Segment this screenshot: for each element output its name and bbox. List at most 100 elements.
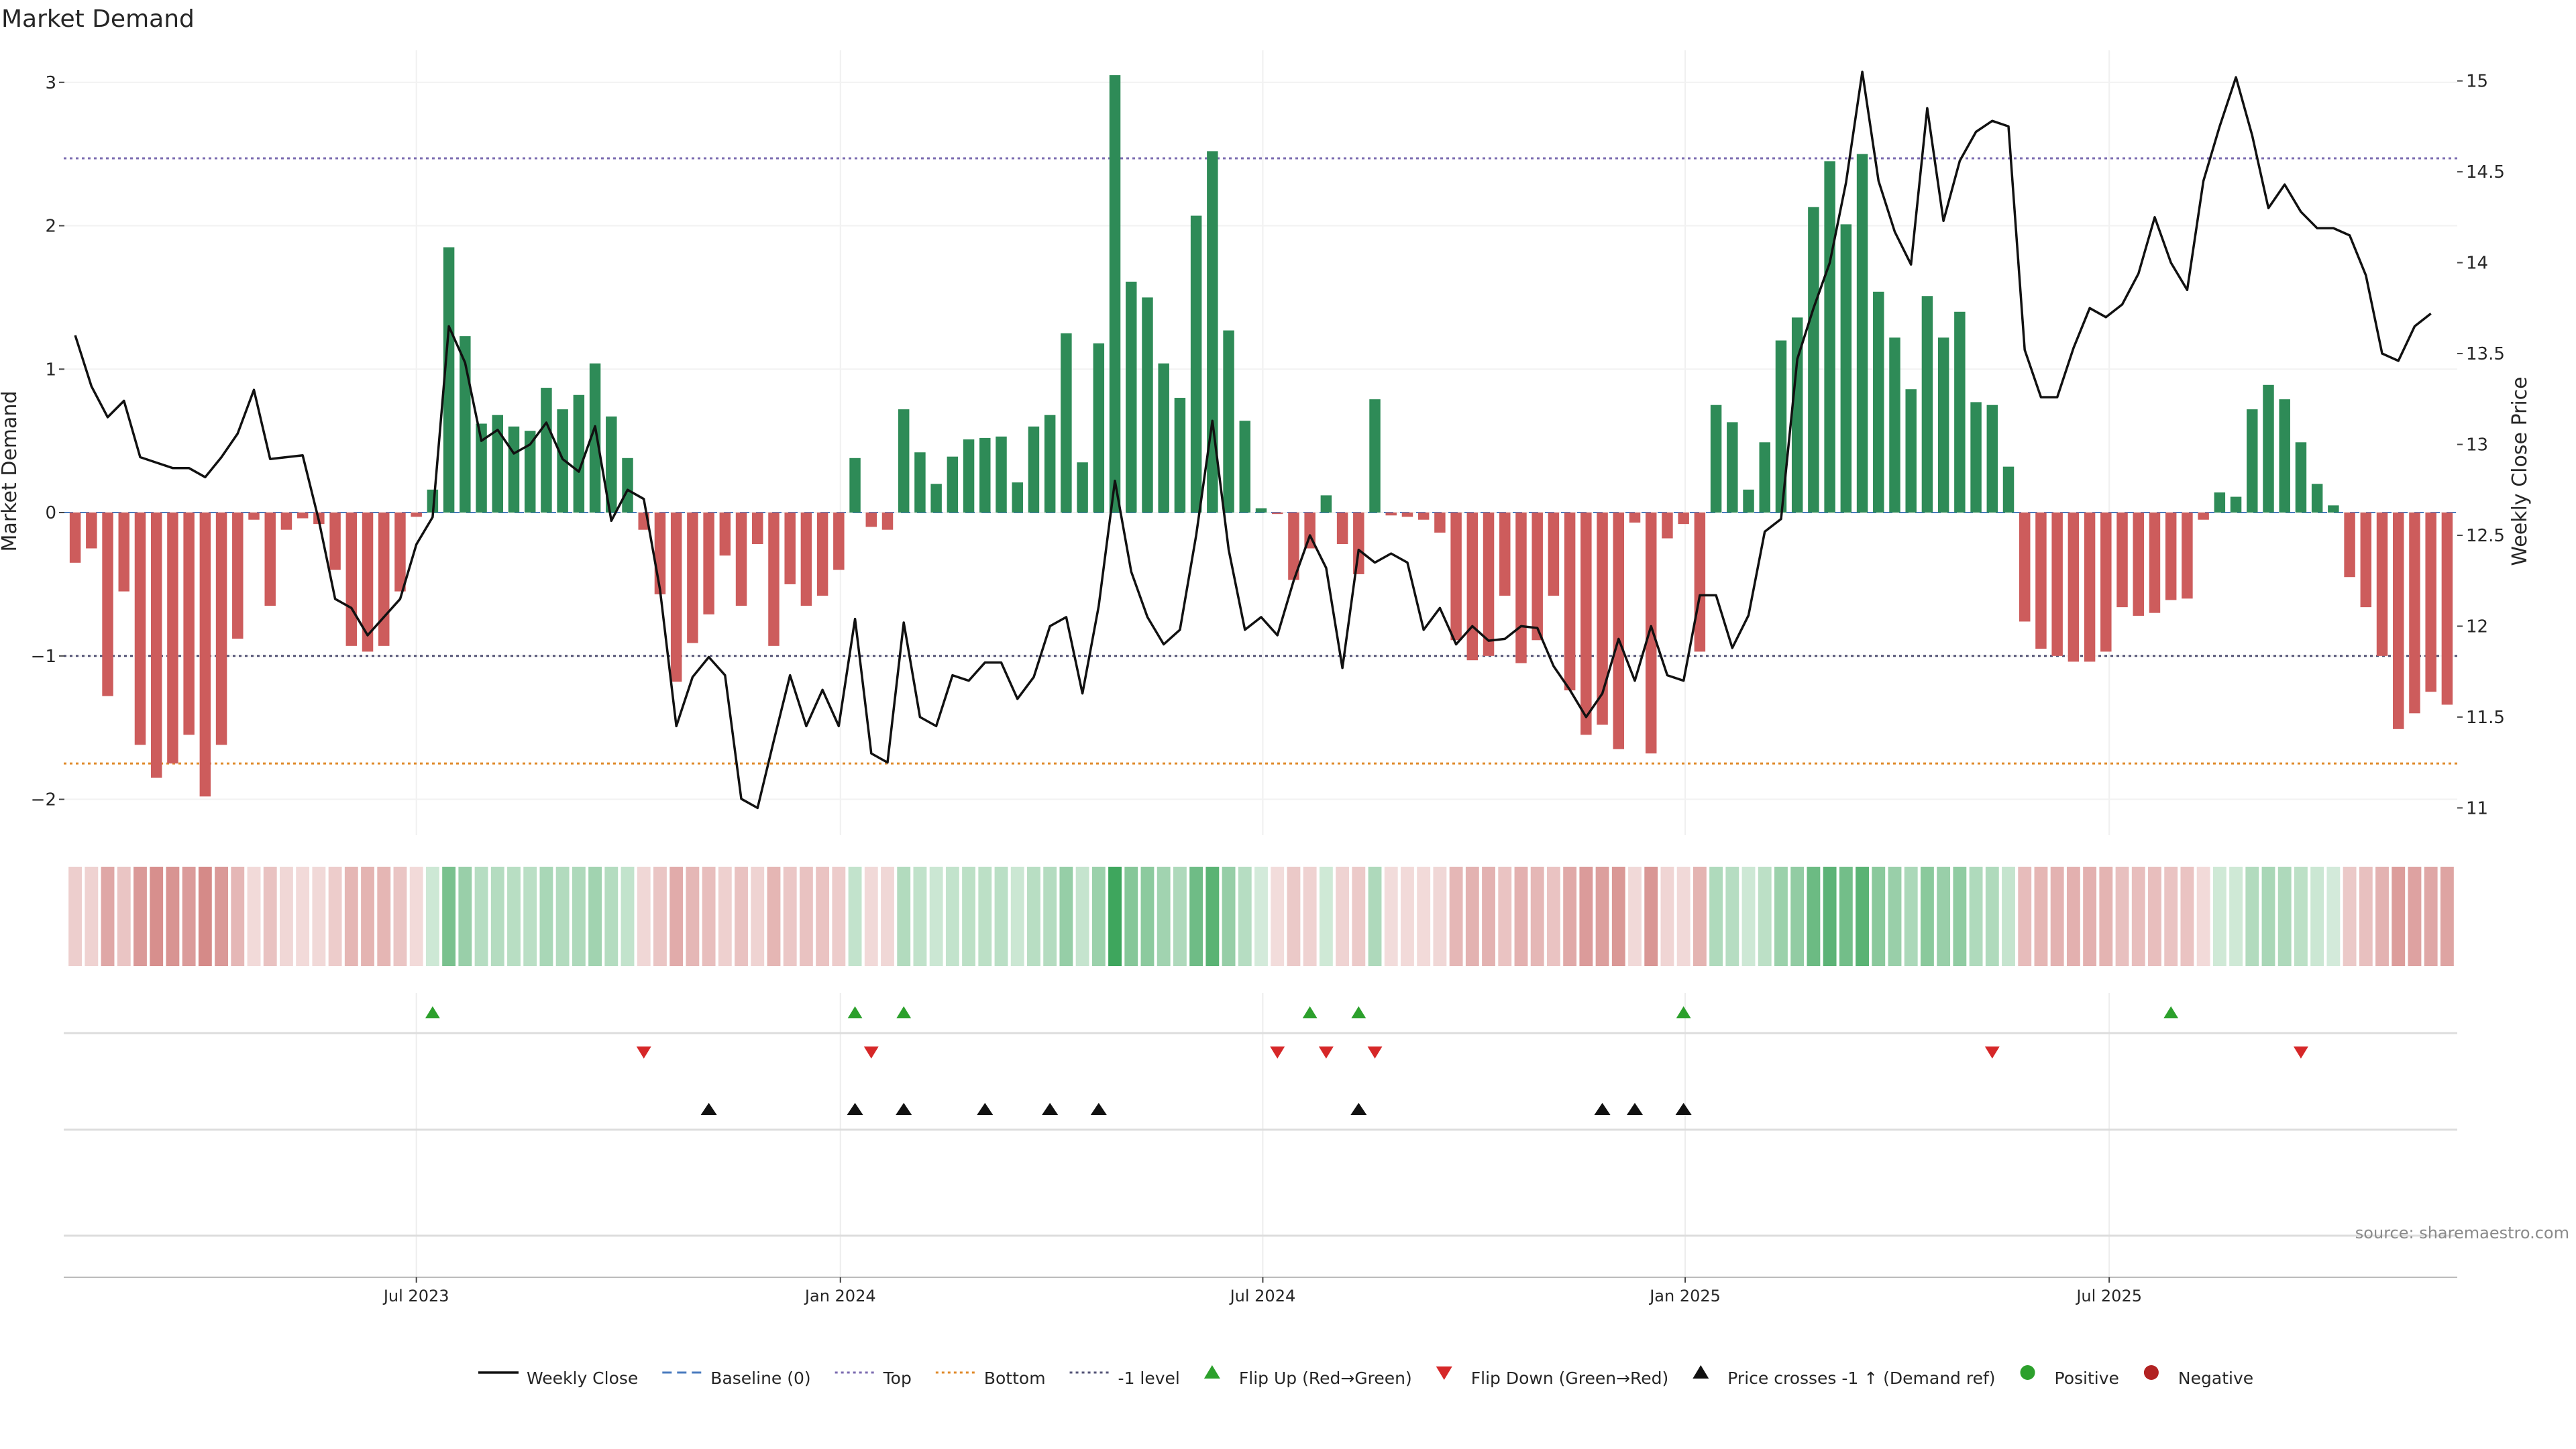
heat-cell <box>572 867 586 966</box>
demand-bar <box>2165 513 2177 600</box>
demand-bar <box>2279 399 2290 513</box>
price-cross-marker <box>700 1103 717 1115</box>
heat-cell <box>2277 867 2292 966</box>
demand-bar <box>329 513 341 570</box>
legend-swatch <box>2020 1365 2035 1380</box>
demand-bar <box>1548 513 1560 596</box>
heat-cell <box>2294 867 2308 966</box>
demand-bar <box>898 409 910 513</box>
demand-bar <box>1190 215 1202 513</box>
demand-bar <box>280 513 292 530</box>
heat-cell <box>555 867 570 966</box>
right-tick-label: 12 <box>2466 616 2488 637</box>
demand-bar <box>2295 442 2307 513</box>
demand-bar <box>297 513 309 519</box>
legend-swatch <box>2143 1365 2159 1380</box>
demand-bar <box>1905 389 1917 513</box>
demand-bar <box>508 426 520 513</box>
demand-bar <box>816 513 828 596</box>
heat-cell <box>945 867 959 966</box>
heat-cell <box>1530 867 1544 966</box>
flip-up-marker <box>1302 1006 1318 1018</box>
heat-cell <box>442 867 456 966</box>
demand-bar <box>199 513 211 797</box>
demand-bar <box>1077 462 1088 513</box>
demand-bar <box>1255 508 1267 513</box>
demand-bar <box>606 416 617 513</box>
source-note: source: sharemaestro.com <box>2355 1224 2569 1242</box>
heat-cell <box>1027 867 1040 966</box>
heat-cell <box>929 867 943 966</box>
heat-cell <box>1173 867 1187 966</box>
heat-cell <box>1124 867 1138 966</box>
heat-cell <box>1611 867 1625 966</box>
axes: −2−101231111.51212.51313.51414.515Market… <box>0 72 2532 819</box>
right-tick-label: 11.5 <box>2466 708 2505 728</box>
reference-lines <box>64 157 2457 765</box>
demand-bar <box>930 484 942 513</box>
legend-item-minus-one: -1 level <box>1069 1368 1180 1388</box>
heat-cell <box>1498 867 1512 966</box>
demand-bar <box>2051 513 2063 656</box>
demand-bar <box>118 513 129 592</box>
legend-label: Weekly Close <box>527 1368 638 1388</box>
demand-bar <box>1678 513 1689 525</box>
heat-cell <box>2002 867 2015 966</box>
heat-cell <box>1741 867 1756 966</box>
heat-cell <box>637 867 651 966</box>
demand-bar <box>557 409 568 513</box>
flip-down-marker <box>1318 1046 1334 1059</box>
demand-bar <box>914 452 926 513</box>
heat-cell <box>68 867 83 966</box>
heat-cell <box>816 867 830 966</box>
heat-cell <box>231 867 245 966</box>
demand-bar <box>1515 513 1527 663</box>
heat-cell <box>1579 867 1593 966</box>
legend-label: Top <box>883 1368 912 1388</box>
demand-bar <box>362 513 374 652</box>
demand-bar <box>86 513 97 549</box>
demand-bar <box>1061 333 1072 513</box>
demand-bar <box>1645 513 1657 754</box>
heat-cell <box>2212 867 2226 966</box>
demand-bar <box>2149 513 2161 613</box>
legend-swatch <box>1203 1365 1220 1379</box>
demand-bar <box>1401 513 1413 517</box>
demand-bar <box>1532 513 1543 641</box>
demand-bar <box>719 513 731 556</box>
demand-bar <box>1856 154 1868 513</box>
right-tick-label: 15 <box>2466 72 2488 92</box>
demand-bar <box>1889 337 1900 513</box>
demand-bar <box>1564 513 1576 691</box>
demand-bar <box>735 513 747 606</box>
heat-cell <box>1222 867 1236 966</box>
page-title: Market Demand <box>1 5 195 33</box>
legend-item-top: Top <box>835 1368 912 1388</box>
demand-bar <box>1499 513 1511 596</box>
demand-bar <box>1662 513 1673 539</box>
heat-cell <box>881 867 894 966</box>
price-cross-marker <box>896 1103 912 1115</box>
heat-cell <box>409 867 423 966</box>
heat-cell <box>2066 867 2080 966</box>
demand-bar <box>1028 426 1040 513</box>
left-tick-label: 0 <box>45 503 56 523</box>
heat-cell <box>1856 867 1869 966</box>
demand-bar <box>1727 422 1738 513</box>
heat-cell <box>604 867 619 966</box>
demand-bar <box>492 415 504 513</box>
heat-cell <box>2196 867 2210 966</box>
heat-cell <box>1384 867 1398 966</box>
demand-bar <box>1743 489 1754 513</box>
heat-cell <box>1563 867 1577 966</box>
heat-cell <box>523 867 537 966</box>
demand-bar <box>1710 405 1722 513</box>
demand-bar <box>2084 513 2096 662</box>
legend-label: Price crosses -1 ↑ (Demand ref) <box>1727 1368 1995 1388</box>
demand-bar <box>150 513 162 778</box>
demand-bar <box>1954 311 1966 513</box>
legend-item-flip-up: Flip Up (Red→Green) <box>1203 1365 1412 1388</box>
heat-cell <box>133 867 147 966</box>
legend-label: Positive <box>2055 1368 2119 1388</box>
